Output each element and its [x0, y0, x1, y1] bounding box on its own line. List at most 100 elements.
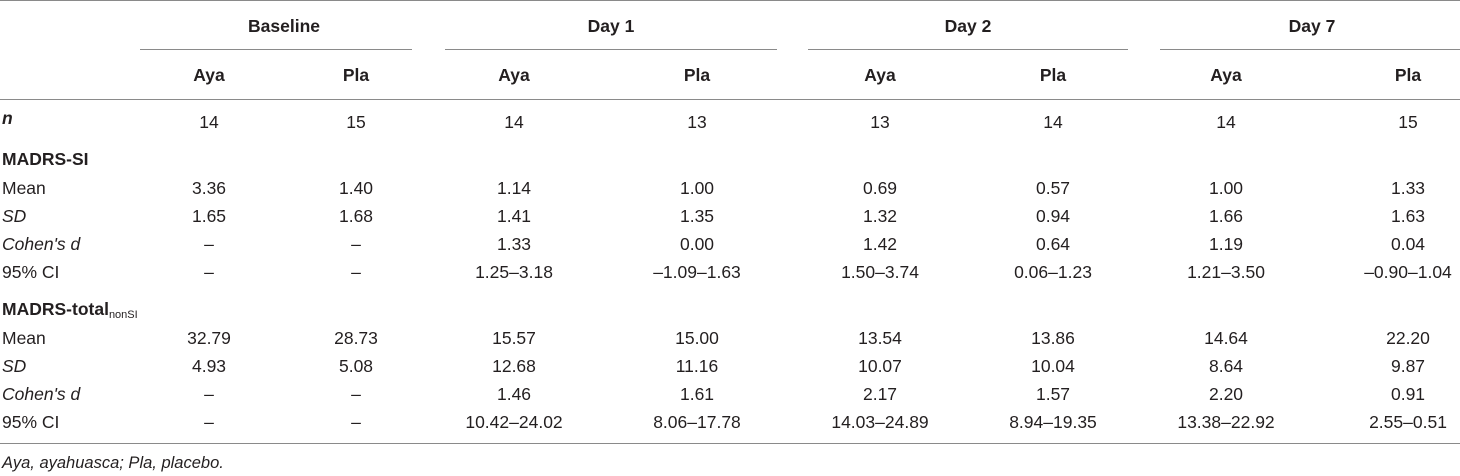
subcol-header: Aya: [498, 65, 530, 85]
group-header-day7: Day 7: [1288, 16, 1336, 36]
group-rule-day7: [1160, 49, 1460, 50]
table-cell: 32.79: [187, 328, 231, 348]
table-cell: 22.20: [1386, 328, 1430, 348]
table-cell: 5.08: [338, 356, 374, 376]
table-bottom-rule: [0, 443, 1460, 444]
table-cell: 2.17: [862, 384, 898, 404]
table-cell: 8.06–17.78: [653, 412, 741, 432]
subcol-header: Pla: [342, 65, 370, 85]
subcol-header: Aya: [1210, 65, 1242, 85]
subcol-header: Aya: [193, 65, 225, 85]
table-cell: 8.64: [1208, 356, 1244, 376]
table-cell: –: [351, 234, 361, 254]
row-label: SD: [2, 356, 27, 376]
section-title-subscript: nonSI: [108, 309, 138, 321]
table-cell: 1.65: [191, 206, 227, 226]
table-cell: –: [204, 234, 214, 254]
table-cell: 15.00: [675, 328, 719, 348]
table-cell: 1.68: [338, 206, 374, 226]
subcol-header: Pla: [1394, 65, 1422, 85]
table-cell: 14: [1043, 112, 1063, 132]
section-title-text: MADRS-total: [2, 299, 109, 319]
table-cell: 0.69: [862, 178, 898, 198]
row-label: SD: [2, 206, 27, 226]
table-cell: 1.50–3.74: [841, 262, 919, 282]
table-cell: 2.20: [1208, 384, 1244, 404]
top-rule: [0, 0, 1460, 1]
table-cell: 1.25–3.18: [475, 262, 553, 282]
table-cell: 13.38–22.92: [1177, 412, 1275, 432]
table-footnote: Aya, ayahuasca; Pla, placebo.: [2, 454, 224, 472]
table-cell: 0.00: [679, 234, 715, 254]
table-cell: 0.04: [1390, 234, 1426, 254]
table-cell: 10.07: [858, 356, 902, 376]
table-cell: 0.06–1.23: [1014, 262, 1092, 282]
table-cell: 0.57: [1035, 178, 1071, 198]
table-cell: 15.57: [492, 328, 536, 348]
table-cell: 2.55–0.51: [1369, 412, 1447, 432]
table-cell: 28.73: [334, 328, 378, 348]
table-cell: 14: [199, 112, 219, 132]
table-cell: 10.04: [1031, 356, 1075, 376]
table-cell: 13.86: [1031, 328, 1075, 348]
section-title-text: MADRS-SI: [2, 149, 89, 169]
table-cell: –: [351, 412, 361, 432]
table-cell: 1.66: [1208, 206, 1244, 226]
table-cell: –0.90–1.04: [1364, 262, 1452, 282]
table-cell: 1.42: [862, 234, 898, 254]
row-label: Mean: [2, 328, 46, 348]
table-cell: 13: [870, 112, 890, 132]
table-cell: 0.64: [1035, 234, 1071, 254]
table-cell: 1.19: [1208, 234, 1244, 254]
group-header-day2: Day 2: [944, 16, 992, 36]
table-cell: 1.40: [338, 178, 374, 198]
group-rule-day2: [808, 49, 1128, 50]
group-header-baseline: Baseline: [248, 16, 320, 36]
table-cell: 14: [504, 112, 524, 132]
row-label: 95% CI: [2, 412, 60, 432]
table-cell: 10.42–24.02: [465, 412, 563, 432]
table-cell: –: [204, 384, 214, 404]
row-label: Mean: [2, 178, 46, 198]
table-cell: 15: [1398, 112, 1418, 132]
table-cell: 1.00: [679, 178, 715, 198]
table-cell: –1.09–1.63: [653, 262, 741, 282]
table-cell: –: [204, 262, 214, 282]
table-cell: 14.03–24.89: [831, 412, 929, 432]
table-cell: 11.16: [675, 356, 719, 376]
table-cell: 1.14: [496, 178, 532, 198]
table-cell: 1.35: [679, 206, 715, 226]
table-cell: 14: [1216, 112, 1236, 132]
section-title: MADRS-totalnonSI: [2, 298, 138, 323]
table-cell: 1.57: [1035, 384, 1071, 404]
table-cell: 1.32: [862, 206, 898, 226]
subcol-header: Pla: [683, 65, 711, 85]
table-cell: 12.68: [492, 356, 536, 376]
n-row-label: n: [2, 108, 13, 128]
table-cell: 0.91: [1390, 384, 1426, 404]
header-bottom-rule: [0, 99, 1460, 100]
table-cell: 9.87: [1390, 356, 1426, 376]
table-cell: –: [204, 412, 214, 432]
table-cell: 15: [346, 112, 366, 132]
group-rule-day1: [445, 49, 777, 50]
row-label: Cohen's d: [2, 384, 81, 404]
table-cell: 1.63: [1390, 206, 1426, 226]
table-cell: 1.21–3.50: [1187, 262, 1265, 282]
subcol-header: Aya: [864, 65, 896, 85]
table-cell: 8.94–19.35: [1009, 412, 1097, 432]
section-title: MADRS-SI: [2, 148, 89, 170]
table-cell: 3.36: [191, 178, 227, 198]
table-cell: 13: [687, 112, 707, 132]
group-header-day1: Day 1: [587, 16, 635, 36]
table-cell: 1.61: [679, 384, 715, 404]
subcol-header: Pla: [1039, 65, 1067, 85]
row-label: Cohen's d: [2, 234, 81, 254]
table-cell: 4.93: [191, 356, 227, 376]
table-cell: 0.94: [1035, 206, 1071, 226]
table-cell: 1.33: [1390, 178, 1426, 198]
row-label: 95% CI: [2, 262, 60, 282]
table-cell: 14.64: [1204, 328, 1248, 348]
table-cell: 1.00: [1208, 178, 1244, 198]
table-cell: –: [351, 262, 361, 282]
